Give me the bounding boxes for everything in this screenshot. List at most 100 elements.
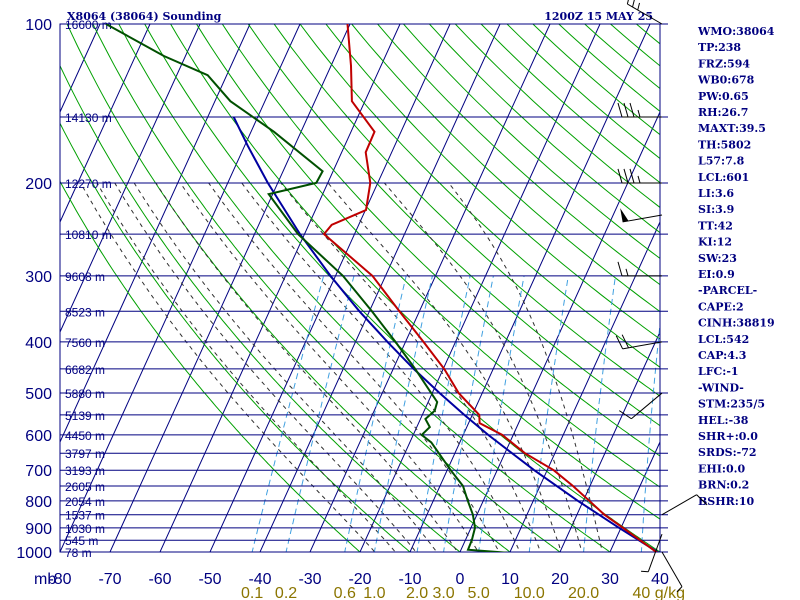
temperature-tick-label: -10 [398, 571, 421, 588]
temperature-tick-label: 0 [456, 571, 465, 588]
isotherm-line [60, 24, 251, 444]
index-value: TP:238 [698, 41, 741, 54]
index-value: PW:0.65 [698, 90, 749, 103]
moist-adiabat-line [241, 182, 521, 552]
temperature-tick-label: -60 [148, 571, 171, 588]
pressure-tick-label: 700 [25, 463, 52, 480]
index-value: FRZ:594 [698, 57, 750, 70]
dry-adiabat-line [66, 24, 511, 552]
index-value: LCL:601 [698, 171, 749, 184]
mixing-ratio-tick-label: 10.0 [514, 585, 545, 600]
height-label: 9608 m [65, 270, 105, 284]
mixing-ratio-line [478, 275, 525, 552]
pressure-unit-label: mb [34, 571, 56, 588]
pressure-tick-label: 100 [25, 17, 52, 34]
dry-adiabat-line [403, 24, 660, 260]
wind-barb [617, 261, 662, 277]
isotherm-line [159, 24, 401, 552]
mixing-ratio-tick-label: 20.0 [568, 585, 599, 600]
height-label: 12270 m [65, 177, 112, 191]
height-label: 3797 m [65, 447, 105, 461]
height-label: 4450 m [65, 429, 105, 443]
mixing-ratio-line [416, 275, 471, 552]
dry-adiabat-line [170, 24, 660, 520]
chart-grid [60, 24, 660, 552]
mixing-ratio-tick-label: 3.0 [432, 585, 454, 600]
mixing-ratio-line [251, 275, 325, 552]
index-value: SRDS:-72 [698, 446, 757, 459]
height-label: 14130 m [65, 111, 112, 125]
height-label: 6682 m [65, 363, 105, 377]
temperature-tick-label: -40 [248, 571, 271, 588]
temperature-tick-label: -30 [298, 571, 321, 588]
height-label: 5880 m [65, 387, 105, 401]
moist-adiabat-line [280, 182, 542, 552]
index-value: WMO:38064 [697, 25, 775, 38]
mixing-ratio-line [528, 275, 569, 552]
temperature-tick-label: 20 [551, 571, 569, 588]
moist-adiabat-line [208, 182, 500, 552]
height-label: 1030 m [65, 522, 105, 536]
dry-adiabat-line [351, 24, 660, 313]
wind-barb [615, 334, 663, 350]
height-label: 5139 m [65, 409, 105, 423]
index-value: TH:5802 [698, 138, 751, 151]
index-value: MAXT:39.5 [698, 122, 766, 135]
isotherm-line [60, 24, 151, 224]
dry-adiabat-line [325, 24, 660, 340]
moist-adiabat-line [155, 182, 459, 552]
wind-barb [620, 208, 663, 223]
temperature-tick-label: -20 [348, 571, 371, 588]
isotherm-line [309, 24, 551, 552]
height-label: 8523 m [65, 305, 105, 319]
chart-title: X8064 (38064) Sounding [67, 10, 222, 23]
moist-adiabat-line [96, 182, 397, 552]
pressure-tick-label: 200 [25, 176, 52, 193]
pressure-tick-label: 800 [25, 494, 52, 511]
index-value: EI:0.9 [698, 268, 735, 281]
height-label: 2605 m [65, 480, 105, 494]
mixing-ratio-line [583, 275, 616, 552]
plot-frame [59, 23, 661, 553]
moist-adiabat-line [448, 182, 603, 552]
isotherm-line [509, 220, 660, 552]
dry-adiabat-line [92, 24, 561, 552]
dry-adiabat-line [377, 24, 660, 286]
dewpoint-trace [105, 24, 508, 552]
height-label: 545 m [65, 534, 98, 548]
isotherm-line [259, 24, 501, 552]
index-value: KI:12 [698, 236, 732, 249]
indices-panel: WMO:38064 TP:238 FRZ:594 WB0:678 PW:0.65 RH:2… [697, 25, 775, 508]
mixing-ratio-tick-label: 0.1 [241, 585, 263, 600]
height-label: 10810 m [65, 228, 112, 242]
dry-adiabat-line [221, 24, 660, 457]
mixing-ratio-line [373, 275, 433, 552]
wind-barb [641, 533, 663, 573]
isotherm-line [60, 24, 201, 334]
height-label: 1537 m [65, 509, 105, 523]
height-label: 78 m [65, 546, 92, 560]
moist-adiabat-line [327, 182, 562, 552]
index-value: LFC:-1 [698, 365, 739, 378]
wind-barb [661, 494, 708, 516]
pressure-tick-label: 1000 [16, 545, 52, 562]
pressure-tick-label: 400 [25, 335, 52, 352]
mixing-ratio-tick-label: 2.0 [406, 585, 428, 600]
index-value: HEL:-38 [698, 414, 749, 427]
dry-adiabat-line [584, 24, 660, 90]
isotherm-line [459, 110, 660, 552]
mixing-ratio-tick-label: 1.0 [363, 585, 385, 600]
mixing-ratio-unit-label: g/kg [655, 585, 685, 600]
dry-adiabat-line [273, 24, 660, 397]
mixing-ratio-line [443, 275, 494, 552]
index-value: RH:26.7 [698, 106, 748, 119]
wind-barb [619, 392, 663, 420]
temperature-tick-label: -70 [98, 571, 121, 588]
pressure-tick-label: 500 [25, 386, 52, 403]
sounding-time: 1200Z 15 MAY 25 [544, 10, 653, 23]
mixing-ratio-line [640, 319, 660, 552]
index-value: CAPE:2 [698, 300, 744, 313]
index-value: -WIND- [698, 381, 744, 394]
temperature-tick-label: 40 [651, 571, 669, 588]
